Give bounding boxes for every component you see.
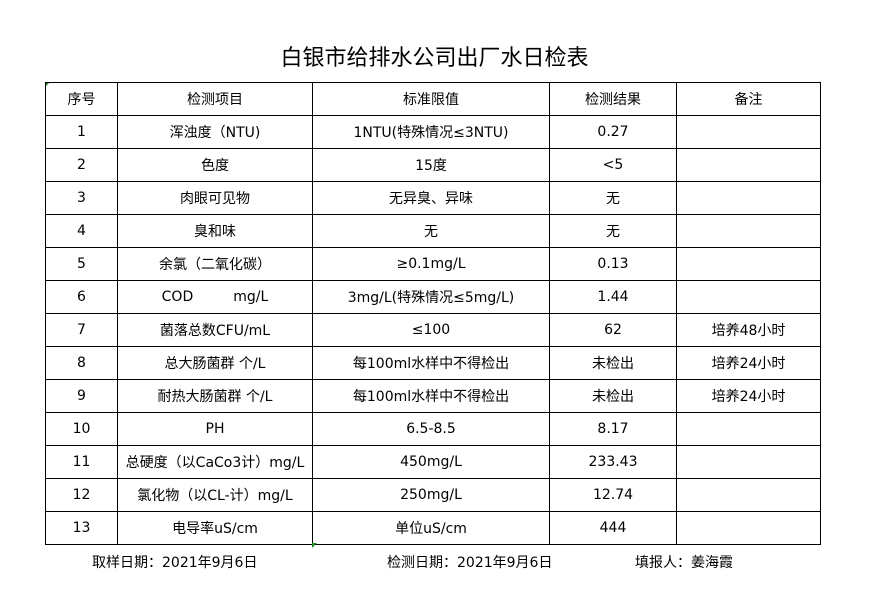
table-cell — [676, 478, 821, 512]
table-cell: 62 — [549, 313, 677, 347]
table-row: 12 氯化物（以CL-计）mg/L 250mg/L 12.74 — [45, 478, 821, 512]
table-cell: 9 — [45, 379, 118, 413]
table-cell: 444 — [549, 511, 677, 545]
table-cell: 未检出 — [549, 379, 677, 413]
inspection-table: 序号 检测项目 标准限值 检测结果 备注 1 浑浊度（NTU) 1NTU(特殊情况≤3NTU)… — [45, 82, 821, 545]
table-row: 6 COD mg/L 3mg/L(特殊情况≤5mg/L) 1.44 — [45, 280, 821, 314]
table-row: 13 电导率uS/cm 单位uS/cm 444 — [45, 511, 821, 545]
table-cell — [676, 511, 821, 545]
reporter: 填报人：姜海霞 — [635, 555, 733, 571]
table-row: 2 色度 15度 <5 — [45, 148, 821, 182]
table-cell: 10 — [45, 412, 118, 446]
table-cell: 6.5-8.5 — [312, 412, 550, 446]
table-cell: 5 — [45, 247, 118, 281]
table-cell — [676, 412, 821, 446]
table-cell: 未检出 — [549, 346, 677, 380]
table-cell: 余氯（二氧化碳） — [117, 247, 313, 281]
table-cell: 氯化物（以CL-计）mg/L — [117, 478, 313, 512]
table-cell: 检测结果 — [549, 82, 677, 116]
table-cell: 臭和味 — [117, 214, 313, 248]
table-cell: PH — [117, 412, 313, 446]
table-row: 11 总硬度（以CaCo3计）mg/L 450mg/L 233.43 — [45, 445, 821, 479]
sample-date: 取样日期：2021年9月6日 — [92, 555, 258, 571]
table-cell: 13 — [45, 511, 118, 545]
table-cell — [676, 445, 821, 479]
table-cell: 总大肠菌群 个/L — [117, 346, 313, 380]
table-cell: 8.17 — [549, 412, 677, 446]
table-cell: 标准限值 — [312, 82, 550, 116]
table-row: 9 耐热大肠菌群 个/L 每100ml水样中不得检出 未检出 培养24小时 — [45, 379, 821, 413]
table-cell — [676, 247, 821, 281]
table-cell: 12 — [45, 478, 118, 512]
table-cell — [676, 280, 821, 314]
table-cell: 0.27 — [549, 115, 677, 149]
table-cell: 无 — [549, 214, 677, 248]
table-cell: 250mg/L — [312, 478, 550, 512]
table-cell: 培养24小时 — [676, 346, 821, 380]
table-cell: 2 — [45, 148, 118, 182]
table-row: 7 菌落总数CFU/mL ≤100 62 培养48小时 — [45, 313, 821, 347]
table-cell: 无 — [549, 181, 677, 215]
table-cell: ≤100 — [312, 313, 550, 347]
table-cell: 8 — [45, 346, 118, 380]
table-cell: 总硬度（以CaCo3计）mg/L — [117, 445, 313, 479]
table-cell: 培养48小时 — [676, 313, 821, 347]
page-title: 白银市给排水公司出厂水日检表 — [280, 46, 589, 71]
table-row: 8 总大肠菌群 个/L 每100ml水样中不得检出 未检出 培养24小时 — [45, 346, 821, 380]
table-cell: 1NTU(特殊情况≤3NTU) — [312, 115, 550, 149]
table-cell: 每100ml水样中不得检出 — [312, 379, 550, 413]
table-cell: <5 — [549, 148, 677, 182]
table-cell: 11 — [45, 445, 118, 479]
table-cell: 色度 — [117, 148, 313, 182]
table-cell: 电导率uS/cm — [117, 511, 313, 545]
table-cell: 无异臭、异味 — [312, 181, 550, 215]
table-cell: 1 — [45, 115, 118, 149]
table-cell: 单位uS/cm — [312, 511, 550, 545]
table-cell — [676, 148, 821, 182]
table-row: 1 浑浊度（NTU) 1NTU(特殊情况≤3NTU) 0.27 — [45, 115, 821, 149]
table-cell — [676, 115, 821, 149]
table-cell: 耐热大肠菌群 个/L — [117, 379, 313, 413]
table-cell: 15度 — [312, 148, 550, 182]
table-cell: 1.44 — [549, 280, 677, 314]
table-cell: 菌落总数CFU/mL — [117, 313, 313, 347]
table-row: 4 臭和味无无 — [45, 214, 821, 248]
table-cell: 233.43 — [549, 445, 677, 479]
table-cell — [676, 214, 821, 248]
table-cell: 7 — [45, 313, 118, 347]
table-row: 5 余氯（二氧化碳） ≥0.1mg/L 0.13 — [45, 247, 821, 281]
header-row: 序号 检测项目 标准限值 检测结果 备注 — [45, 82, 821, 116]
table-cell: COD mg/L — [117, 280, 313, 314]
table-cell: 序号 — [45, 82, 118, 116]
table-row: 10 PH 6.5-8.5 8.17 — [45, 412, 821, 446]
table-cell: 检测项目 — [117, 82, 313, 116]
table-cell: 3mg/L(特殊情况≤5mg/L) — [312, 280, 550, 314]
table-cell: 每100ml水样中不得检出 — [312, 346, 550, 380]
table-cell: 浑浊度（NTU) — [117, 115, 313, 149]
table-row: 3 肉眼可见物 无异臭、异味无 — [45, 181, 821, 215]
cell-marker — [312, 543, 317, 548]
table-cell: 4 — [45, 214, 118, 248]
table-cell: 450mg/L — [312, 445, 550, 479]
table-cell: 无 — [312, 214, 550, 248]
table-cell: 备注 — [676, 82, 821, 116]
table-cell: ≥0.1mg/L — [312, 247, 550, 281]
table-cell: 肉眼可见物 — [117, 181, 313, 215]
table-cell: 3 — [45, 181, 118, 215]
table-cell — [676, 181, 821, 215]
table-cell: 培养24小时 — [676, 379, 821, 413]
table-cell: 0.13 — [549, 247, 677, 281]
table-cell: 6 — [45, 280, 118, 314]
test-date: 检测日期：2021年9月6日 — [387, 555, 553, 571]
table-cell: 12.74 — [549, 478, 677, 512]
